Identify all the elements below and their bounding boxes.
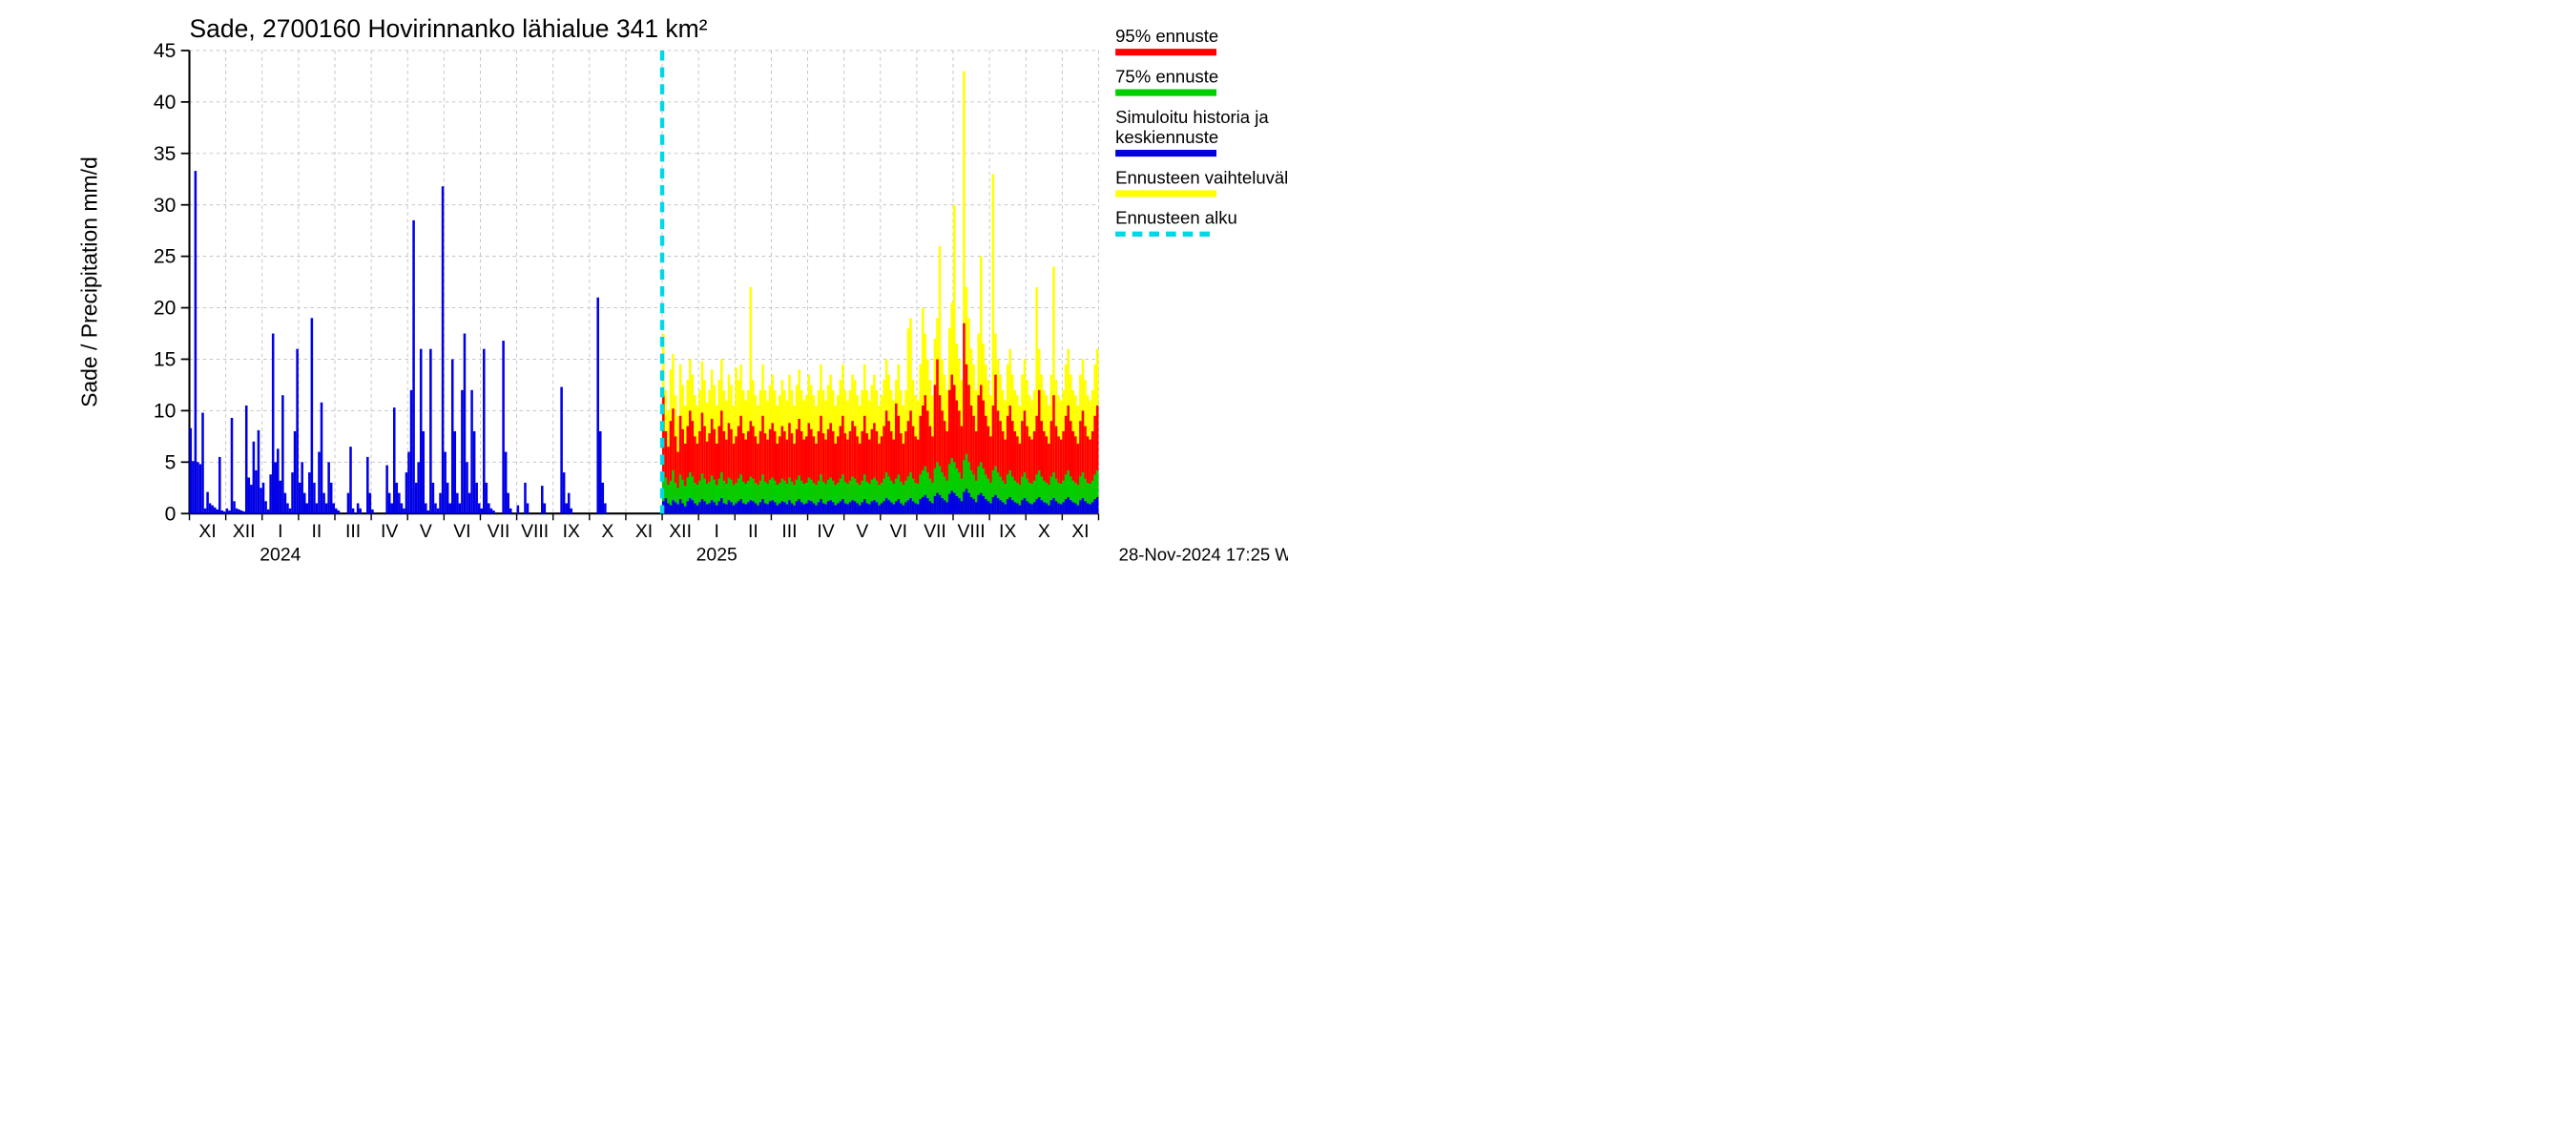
svg-text:Ennusteen alku: Ennusteen alku xyxy=(1115,208,1237,228)
svg-text:VII: VII xyxy=(924,521,946,542)
svg-text:5: 5 xyxy=(165,451,177,473)
svg-text:VI: VI xyxy=(453,521,470,542)
svg-text:35: 35 xyxy=(154,143,177,165)
svg-text:II: II xyxy=(312,521,322,542)
svg-text:III: III xyxy=(781,521,797,542)
chart-footer: 28-Nov-2024 17:25 WSFS-O xyxy=(1119,545,1288,565)
svg-text:X: X xyxy=(1038,521,1050,542)
svg-text:I: I xyxy=(715,521,719,542)
svg-text:15: 15 xyxy=(154,349,177,371)
svg-text:II: II xyxy=(748,521,758,542)
svg-text:2025: 2025 xyxy=(696,545,737,566)
svg-text:VIII: VIII xyxy=(957,521,985,542)
svg-text:V: V xyxy=(420,521,432,542)
svg-text:95% ennuste: 95% ennuste xyxy=(1115,26,1218,46)
svg-text:XI: XI xyxy=(635,521,653,542)
svg-text:XII: XII xyxy=(669,521,692,542)
svg-text:20: 20 xyxy=(154,298,177,320)
svg-text:Simuloitu historia ja: Simuloitu historia ja xyxy=(1115,107,1269,127)
chart-title: Sade, 2700160 Hovirinnanko lähialue 341 … xyxy=(190,14,708,43)
svg-text:I: I xyxy=(278,521,282,542)
svg-text:2024: 2024 xyxy=(260,545,301,566)
svg-text:IV: IV xyxy=(381,521,398,542)
svg-text:VIII: VIII xyxy=(521,521,549,542)
svg-text:XI: XI xyxy=(198,521,216,542)
svg-text:45: 45 xyxy=(154,40,177,62)
svg-text:XII: XII xyxy=(233,521,256,542)
svg-text:V: V xyxy=(856,521,868,542)
svg-text:VI: VI xyxy=(890,521,907,542)
precipitation-chart: 051015202530354045XIXIIIIIIIIIVVVIVIIVII… xyxy=(0,0,1288,572)
svg-text:keskiennuste: keskiennuste xyxy=(1115,127,1218,147)
svg-text:Ennusteen vaihteluväli: Ennusteen vaihteluväli xyxy=(1115,167,1288,187)
chart-svg: 051015202530354045XIXIIIIIIIIIVVVIVIIVII… xyxy=(0,0,1288,572)
svg-text:X: X xyxy=(601,521,613,542)
svg-text:40: 40 xyxy=(154,92,177,114)
svg-text:III: III xyxy=(345,521,361,542)
svg-text:75% ennuste: 75% ennuste xyxy=(1115,66,1218,86)
svg-text:IX: IX xyxy=(999,521,1016,542)
y-axis-label: Sade / Precipitation mm/d xyxy=(76,156,101,407)
svg-text:IX: IX xyxy=(563,521,580,542)
svg-text:XI: XI xyxy=(1071,521,1089,542)
svg-text:10: 10 xyxy=(154,400,177,422)
svg-text:30: 30 xyxy=(154,195,177,217)
svg-text:25: 25 xyxy=(154,246,177,268)
svg-text:IV: IV xyxy=(817,521,834,542)
svg-text:0: 0 xyxy=(165,503,177,525)
svg-text:VII: VII xyxy=(488,521,510,542)
